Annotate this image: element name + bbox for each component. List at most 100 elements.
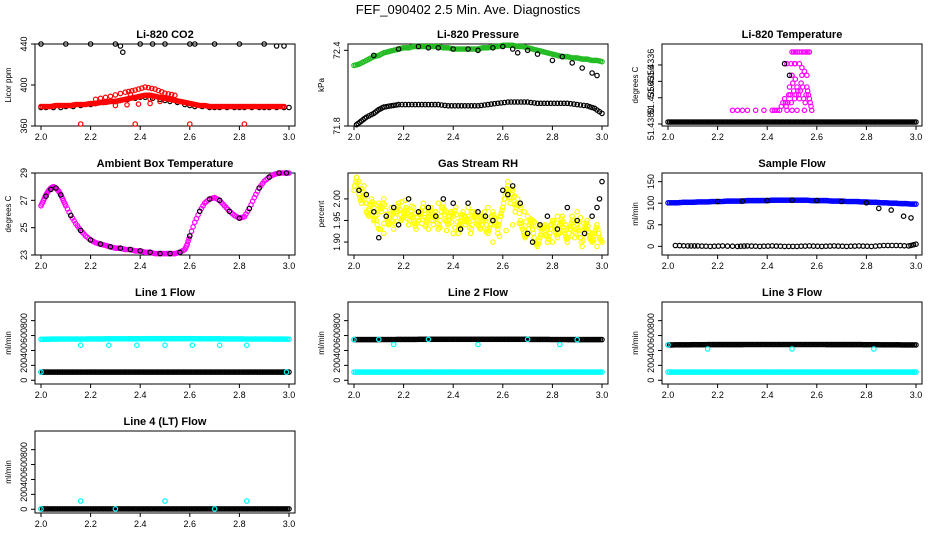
data-point — [744, 107, 751, 114]
data-point — [375, 234, 382, 241]
x-tick-label: 2.4 — [134, 519, 147, 529]
data-point — [276, 170, 282, 176]
x-tick-label: 2.0 — [348, 261, 361, 271]
data-point — [397, 207, 404, 214]
data-point — [554, 226, 561, 232]
data-point — [168, 91, 175, 98]
chart-title: Line 1 Flow — [135, 287, 195, 299]
data-point — [499, 207, 505, 214]
data-point — [405, 222, 412, 228]
y-axis-label: ml/min — [631, 331, 640, 355]
data-point — [571, 101, 577, 107]
x-tick-label: 3.0 — [283, 519, 296, 529]
data-point — [134, 342, 140, 349]
data-point — [187, 121, 193, 127]
data-point — [162, 342, 168, 349]
data-point — [534, 243, 541, 250]
data-point — [420, 200, 427, 207]
data-point — [804, 72, 810, 79]
y-tick-label: 0 — [646, 378, 656, 383]
x-tick-label: 2.4 — [761, 132, 774, 142]
data-point — [402, 101, 409, 108]
data-point — [375, 226, 382, 232]
data-point — [534, 51, 541, 57]
x-tick-label: 2.8 — [546, 261, 559, 271]
data-point — [368, 196, 375, 202]
data-point — [437, 224, 443, 231]
data-point — [244, 498, 250, 504]
data-point — [399, 101, 405, 108]
data-point — [549, 239, 556, 245]
x-tick-label: 2.8 — [233, 261, 246, 271]
data-point — [409, 101, 415, 108]
data-point — [564, 239, 571, 245]
data-point — [425, 336, 432, 343]
data-point — [375, 336, 382, 343]
data-point — [135, 101, 142, 107]
data-point — [499, 43, 506, 50]
data-point — [796, 60, 803, 67]
data-point — [453, 211, 460, 218]
data-point — [589, 230, 595, 237]
data-point — [524, 47, 531, 54]
data-point — [405, 101, 412, 108]
data-point — [536, 224, 543, 231]
data-point — [425, 226, 432, 232]
data-point — [390, 226, 397, 232]
y-axis-label: degrees C — [631, 66, 640, 103]
data-point — [97, 95, 104, 102]
data-point — [38, 506, 44, 512]
data-point — [574, 101, 581, 108]
x-tick-label: 2.2 — [711, 261, 724, 271]
y-tick-label: 0 — [332, 378, 342, 383]
data-point — [528, 223, 535, 230]
data-point — [564, 100, 571, 107]
data-point — [381, 201, 388, 208]
data-point — [544, 213, 551, 220]
series-base — [665, 119, 919, 125]
chart-title: Line 4 (LT) Flow — [124, 416, 207, 428]
data-point — [422, 223, 428, 230]
data-point — [905, 243, 912, 249]
data-point — [741, 243, 747, 249]
data-point — [579, 65, 586, 71]
data-point — [77, 227, 84, 234]
data-point — [491, 100, 498, 107]
data-point — [448, 103, 455, 109]
data-point — [120, 49, 126, 56]
data-point — [475, 103, 481, 109]
data-point — [442, 209, 448, 215]
figure-title: FEF_090402 2.5 Min. Ave. Diagnostics — [356, 2, 581, 17]
data-point — [691, 243, 698, 249]
data-point — [460, 209, 466, 215]
data-point — [559, 213, 566, 220]
panel-temperature: Li-820 Temperature degrees C 2.0 2.2 2.4 2.6 2… — [631, 29, 923, 142]
data-point — [356, 187, 362, 194]
data-point — [266, 174, 273, 180]
data-point — [574, 209, 581, 215]
data-point — [504, 99, 511, 105]
data-point — [789, 197, 795, 204]
data-point — [524, 336, 531, 343]
data-point — [569, 213, 576, 220]
data-point — [599, 336, 605, 343]
data-point — [443, 227, 450, 234]
data-point — [187, 233, 193, 239]
plot-frame — [661, 172, 923, 256]
series-cyan-top — [351, 336, 581, 348]
data-point — [425, 44, 432, 51]
data-point — [167, 250, 173, 257]
data-point — [415, 209, 422, 215]
data-point — [112, 41, 119, 47]
plot-frame — [661, 301, 923, 385]
data-point — [196, 208, 203, 215]
data-point — [908, 215, 914, 221]
data-point — [599, 58, 605, 65]
data-point — [448, 219, 455, 225]
y-tick-label: 200 — [332, 358, 342, 373]
data-point — [461, 103, 468, 109]
series-black — [356, 178, 605, 245]
data-point — [418, 220, 425, 227]
x-tick-label: 2.0 — [662, 132, 675, 142]
data-point — [537, 234, 543, 241]
